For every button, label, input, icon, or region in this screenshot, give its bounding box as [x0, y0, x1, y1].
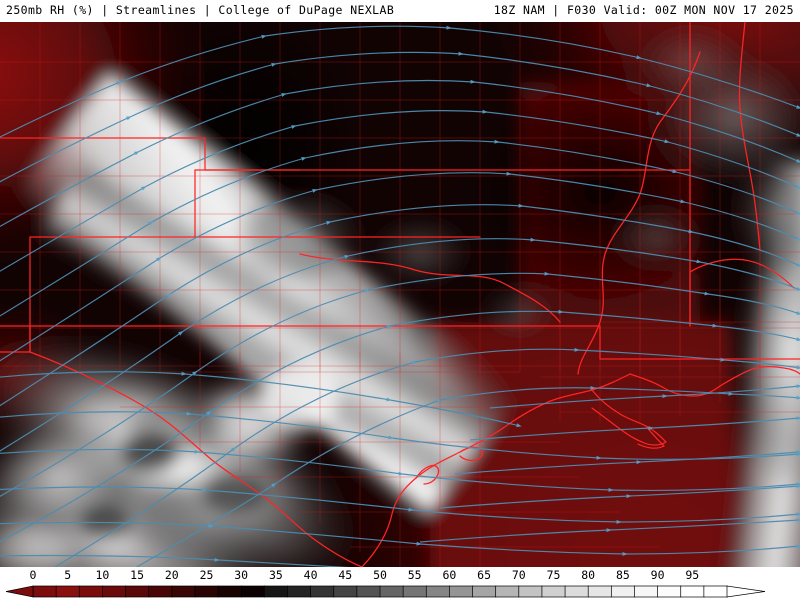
- colorbar-swatch: [171, 585, 196, 598]
- colorbar-swatch: [449, 585, 474, 598]
- colorbar-tick-80: 80: [581, 568, 596, 582]
- map-svg: [0, 22, 800, 567]
- colorbar-swatch: [541, 585, 566, 598]
- colorbar-tick-10: 10: [95, 568, 110, 582]
- colorbar-swatch: [55, 585, 81, 598]
- streamlines-layer: [0, 25, 800, 567]
- colorbar-swatch: [194, 585, 219, 598]
- colorbar-swatch: [240, 585, 266, 598]
- colorbar-tick-75: 75: [546, 568, 561, 582]
- colorbar-swatch: [356, 585, 381, 598]
- colorbar-swatch: [495, 585, 520, 598]
- colorbar-tick-15: 15: [130, 568, 145, 582]
- colorbar-tick-5: 5: [64, 568, 72, 582]
- colorbar-swatch: [263, 585, 289, 598]
- colorbar-swatch: [217, 585, 242, 598]
- colorbar-tick-55: 55: [407, 568, 422, 582]
- colorbar-swatch: [518, 585, 543, 598]
- colorbar-swatch: [703, 585, 728, 598]
- colorbar-swatch: [680, 585, 705, 598]
- colorbar-tick-45: 45: [338, 568, 353, 582]
- colorbar-tick-70: 70: [511, 568, 526, 582]
- colorbar-tick-50: 50: [373, 568, 387, 582]
- colorbar-swatch: [402, 585, 428, 598]
- colorbar-swatch: [657, 585, 682, 598]
- colorbar-tick-0: 0: [29, 568, 37, 582]
- colorbar-swatch: [634, 585, 659, 598]
- colorbar-tick-labels: 0 5 10 15 20 25 30 35 40 45 50 55 60 65 70 75 80 85 90 95: [0, 567, 800, 584]
- colorbar-swatch: [587, 585, 613, 598]
- colorbar-tick-65: 65: [477, 568, 492, 582]
- colorbar-tick-95: 95: [685, 568, 700, 582]
- colorbar-tick-90: 90: [650, 568, 665, 582]
- colorbar-swatch: [287, 585, 312, 598]
- colorbar-swatch: [78, 585, 104, 598]
- colorbar-tick-25: 25: [199, 568, 214, 582]
- colorbar-swatch: [610, 585, 636, 598]
- header-right-title: 18Z NAM | F030 Valid: 00Z MON NOV 17 202…: [493, 3, 794, 17]
- colorbar-swatch: [564, 585, 589, 598]
- colorbar-swatch: [472, 585, 497, 598]
- colorbar-tick-85: 85: [615, 568, 630, 582]
- colorbar-right-arrow: [726, 585, 766, 598]
- colorbar-tick-35: 35: [268, 568, 283, 582]
- colorbar-swatches: [5, 585, 766, 598]
- colorbar-swatch: [32, 585, 57, 598]
- header-left-title: 250mb RH (%) | Streamlines | College of …: [6, 3, 395, 17]
- colorbar-swatch: [102, 585, 127, 598]
- colorbar-swatch: [425, 585, 451, 598]
- colorbar: 0 5 10 15 20 25 30 35 40 45 50 55 60 65 70 75 80 85 90 95: [0, 567, 800, 600]
- header-bar: 250mb RH (%) | Streamlines | College of …: [0, 0, 800, 22]
- colorbar-tick-20: 20: [164, 568, 179, 582]
- colorbar-swatch: [148, 585, 173, 598]
- colorbar-swatch: [333, 585, 358, 598]
- map-canvas[interactable]: [0, 22, 800, 567]
- colorbar-swatch: [125, 585, 150, 598]
- colorbar-left-arrow: [5, 585, 34, 598]
- colorbar-swatch: [379, 585, 404, 598]
- colorbar-tick-60: 60: [442, 568, 457, 582]
- colorbar-tick-30: 30: [234, 568, 249, 582]
- colorbar-tick-40: 40: [303, 568, 318, 582]
- colorbar-swatch: [310, 585, 335, 598]
